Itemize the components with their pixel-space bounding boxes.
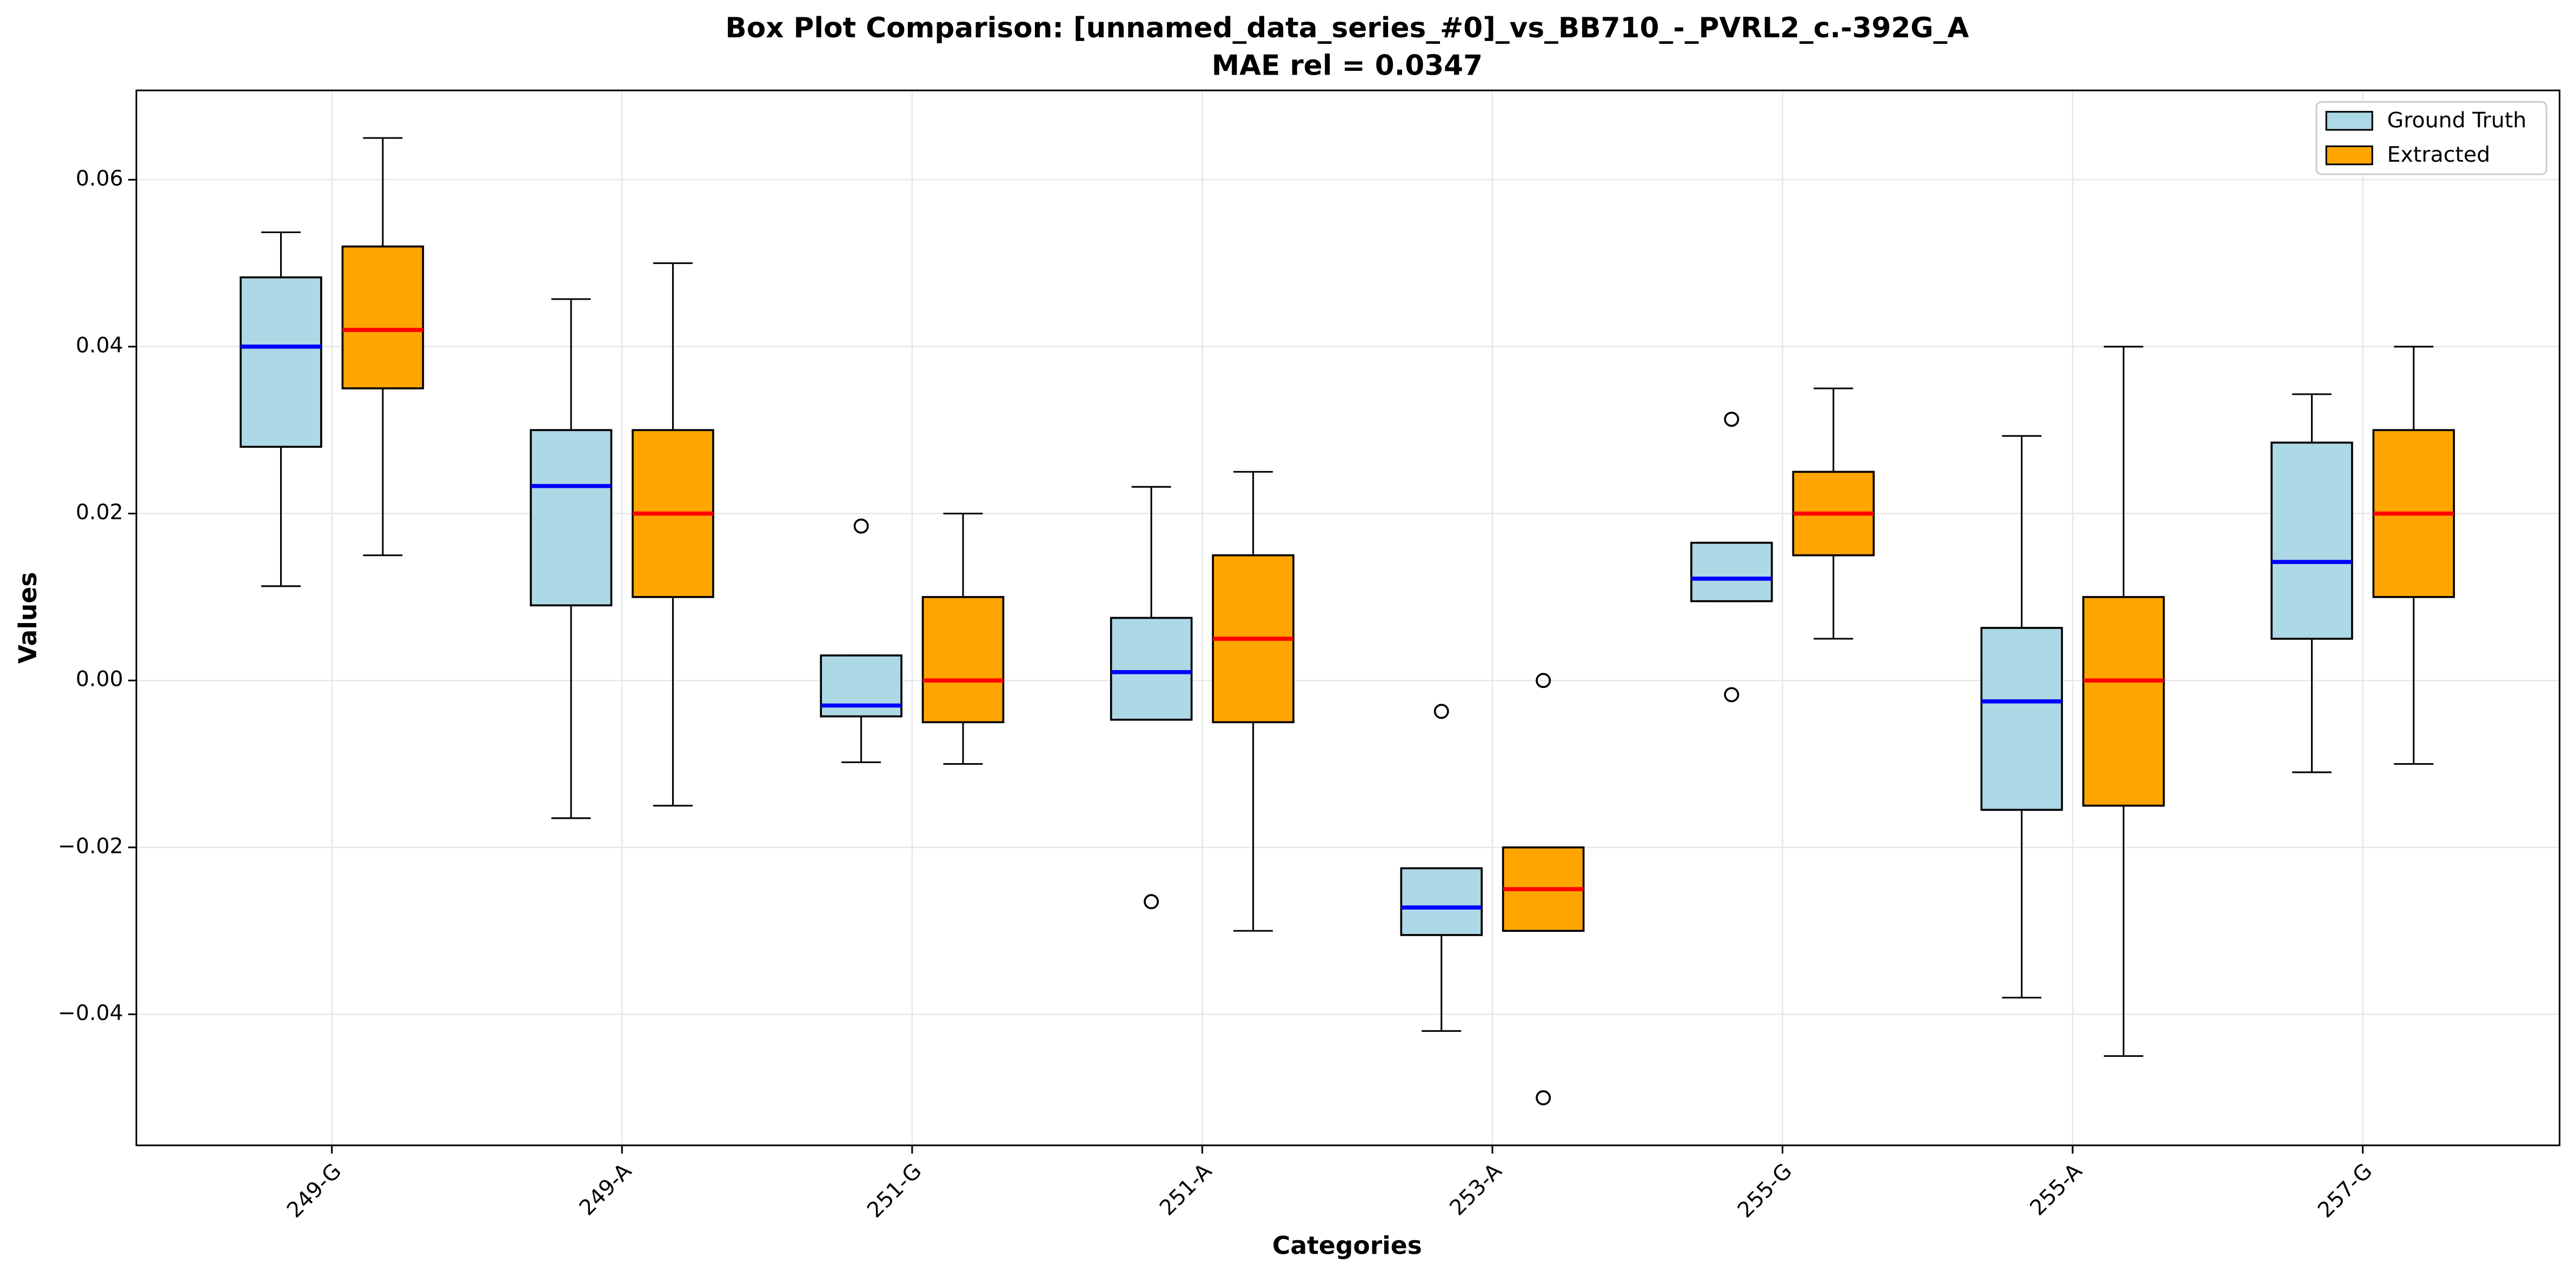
x-axis-label: Categories	[1272, 1231, 1422, 1260]
box	[341, 245, 424, 389]
y-tick-label: −0.02	[58, 833, 123, 858]
box	[1400, 867, 1483, 936]
chart-subtitle: MAE rel = 0.0347	[1212, 50, 1483, 82]
legend-label: Ground Truth	[2387, 108, 2527, 133]
outlier	[1724, 412, 1740, 427]
outlier	[853, 518, 869, 534]
box	[921, 596, 1005, 724]
legend-swatch	[2325, 145, 2373, 165]
y-tick-label: 0.04	[76, 333, 123, 357]
outlier	[1724, 687, 1740, 703]
box	[240, 276, 322, 448]
legend: Ground Truth Extracted	[2315, 101, 2547, 175]
legend-label: Extracted	[2387, 142, 2491, 167]
outlier	[1433, 704, 1449, 719]
box	[1110, 617, 1193, 721]
y-tick-label: 0.02	[76, 500, 123, 525]
outlier	[1536, 1090, 1551, 1105]
outlier	[1144, 894, 1159, 910]
chart-title: Box Plot Comparison: [unnamed_data_serie…	[725, 12, 1969, 44]
box	[529, 429, 613, 607]
legend-swatch	[2325, 111, 2373, 131]
box	[1690, 541, 1773, 602]
y-tick-label: 0.06	[76, 166, 123, 191]
y-tick-label: 0.00	[76, 667, 123, 692]
y-tick-label: −0.04	[58, 1001, 123, 1025]
outlier	[1536, 673, 1551, 688]
y-axis-label: Values	[14, 572, 42, 664]
box	[2082, 596, 2165, 807]
legend-frame	[2315, 101, 2547, 175]
box	[2270, 441, 2353, 640]
plot-frame	[135, 89, 2561, 1147]
box	[1980, 627, 2063, 811]
